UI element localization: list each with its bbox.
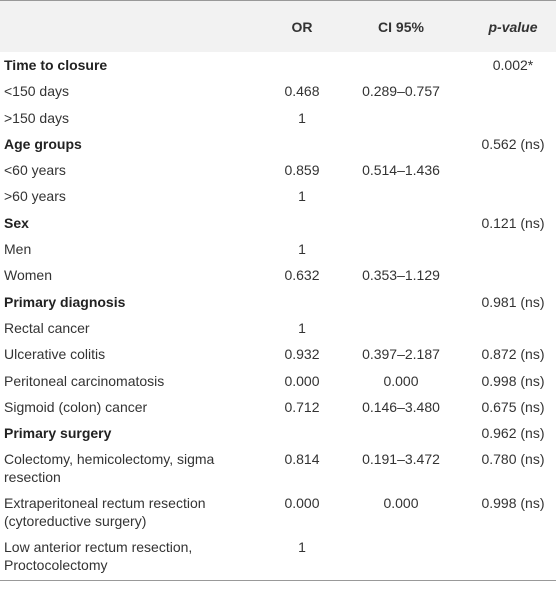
p-value: 0.962 (ns) [481,425,545,442]
confidence-interval [332,420,470,446]
p-value [470,262,556,288]
table-row: Extraperitoneal rectum resection (cytore… [0,490,556,534]
confidence-interval: 0.191–3.472 [362,451,440,468]
group-header-row: Primary surgery 0.962 (ns) [0,420,556,446]
confidence-interval: 0.514–1.436 [362,162,440,179]
header-empty [0,0,272,52]
odds-ratio: 1 [298,109,306,126]
row-label: Primary surgery [4,425,112,442]
odds-ratio: 0.000 [284,495,320,512]
table-row: <150 days 0.468 0.289–0.757 [0,78,556,104]
p-value [470,157,556,183]
row-label: Men [4,241,32,258]
group-header-row: Time to closure 0.002* [0,52,556,78]
row-label: Colectomy, hemicolectomy, sigma resectio… [4,451,215,486]
confidence-interval [332,534,470,582]
odds-ratio [272,131,332,157]
group-header-row: Primary diagnosis 0.981 (ns) [0,289,556,315]
confidence-interval [332,105,470,131]
confidence-interval [332,131,470,157]
confidence-interval [332,183,470,209]
table-row: Ulcerative colitis 0.932 0.397–2.187 0.872 … [0,341,556,367]
row-label: Time to closure [4,57,108,73]
table-row: Peritoneal carcinomatosis 0.000 0.000 0.998… [0,368,556,394]
confidence-interval: 0.289–0.757 [362,83,440,100]
odds-ratio: 1 [272,534,332,582]
header-pvalue: p-value [470,0,556,52]
table-row: Low anterior rectum resection, Proctocol… [0,534,556,582]
table-row: Men 1 [0,236,556,262]
row-label: Ulcerative colitis [4,346,106,363]
results-table: OR CI 95% p-value Time to closure 0.002* <… [0,0,556,582]
row-label: Sigmoid (colon) cancer [4,398,148,415]
row-label: Extraperitoneal rectum resection (cytore… [4,495,206,530]
group-header-row: Age groups 0.562 (ns) [0,131,556,157]
row-label: >150 days [4,109,69,126]
p-value [470,534,556,582]
row-label: <60 years [4,162,66,179]
confidence-interval: 0.000 [383,372,419,389]
odds-ratio: 0.468 [284,83,320,100]
row-label: >60 years [4,188,66,205]
p-value: 0.002* [492,57,534,73]
p-value: 0.121 (ns) [481,214,545,231]
p-value: 0.872 (ns) [481,346,545,363]
header-ci: CI 95% [332,0,470,52]
confidence-interval: 0.353–1.129 [362,267,440,284]
table-row: >60 years 1 [0,183,556,209]
row-label: Primary diagnosis [4,293,126,310]
p-value [470,315,556,341]
confidence-interval [332,52,470,78]
odds-ratio [272,420,332,446]
table-row: Women 0.632 0.353–1.129 [0,262,556,288]
p-value [470,183,556,209]
p-value: 0.780 (ns) [481,451,545,468]
odds-ratio [272,52,332,78]
confidence-interval [332,210,470,236]
p-value: 0.675 (ns) [481,398,545,415]
odds-ratio [272,289,332,315]
row-label: Age groups [4,135,82,152]
table-row: Sigmoid (colon) cancer 0.712 0.146–3.480 0.… [0,394,556,420]
odds-ratio: 0.000 [284,372,320,389]
odds-ratio: 0.632 [284,267,320,284]
table-row: <60 years 0.859 0.514–1.436 [0,157,556,183]
p-value [470,105,556,131]
odds-ratio: 0.814 [284,451,320,468]
confidence-interval: 0.146–3.480 [362,398,440,415]
odds-ratio: 1 [298,241,306,258]
p-value: 0.981 (ns) [481,293,545,310]
header-or: OR [272,0,332,52]
group-header-row: Sex 0.121 (ns) [0,210,556,236]
row-label: Low anterior rectum resection, Proctocol… [0,534,272,582]
confidence-interval: 0.000 [383,495,419,512]
row-label: <150 days [4,83,69,100]
confidence-interval [332,236,470,262]
p-value [470,236,556,262]
header-row: OR CI 95% p-value [0,0,556,52]
row-label: Rectal cancer [4,319,90,336]
table-row: Colectomy, hemicolectomy, sigma resectio… [0,446,556,490]
confidence-interval: 0.397–2.187 [362,346,440,363]
p-value [470,78,556,104]
odds-ratio: 1 [298,319,306,336]
row-label: Peritoneal carcinomatosis [4,372,165,389]
confidence-interval [332,315,470,341]
odds-ratio: 0.859 [284,162,320,179]
odds-ratio: 0.932 [284,346,320,363]
confidence-interval [332,289,470,315]
p-value: 0.562 (ns) [481,135,545,152]
row-label: Sex [4,214,29,231]
odds-ratio: 1 [298,188,306,205]
row-label: Women [4,267,52,284]
table-row: >150 days 1 [0,105,556,131]
p-value: 0.998 (ns) [481,495,545,512]
odds-ratio [272,210,332,236]
odds-ratio: 0.712 [284,398,320,415]
table-row: Rectal cancer 1 [0,315,556,341]
p-value: 0.998 (ns) [481,372,545,389]
